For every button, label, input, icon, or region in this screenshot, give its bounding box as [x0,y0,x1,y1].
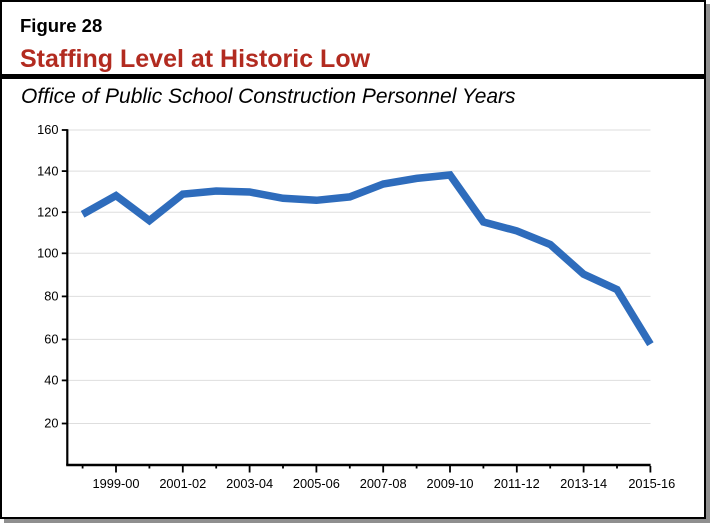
svg-text:1999-00: 1999-00 [93,476,140,491]
svg-text:2001-02: 2001-02 [159,476,206,491]
svg-text:80: 80 [44,289,58,304]
svg-text:140: 140 [37,163,58,178]
svg-text:2015-16: 2015-16 [628,476,675,491]
svg-text:60: 60 [44,332,58,347]
svg-text:2009-10: 2009-10 [427,476,474,491]
svg-text:20: 20 [44,416,58,431]
svg-text:160: 160 [37,122,58,137]
svg-text:120: 120 [37,204,58,219]
svg-text:100: 100 [37,246,58,261]
svg-text:2007-08: 2007-08 [360,476,407,491]
svg-text:40: 40 [44,373,58,388]
svg-text:2013-14: 2013-14 [560,476,607,491]
svg-text:2005-06: 2005-06 [293,476,340,491]
svg-text:2011-12: 2011-12 [494,476,540,491]
svg-text:2003-04: 2003-04 [226,476,273,491]
